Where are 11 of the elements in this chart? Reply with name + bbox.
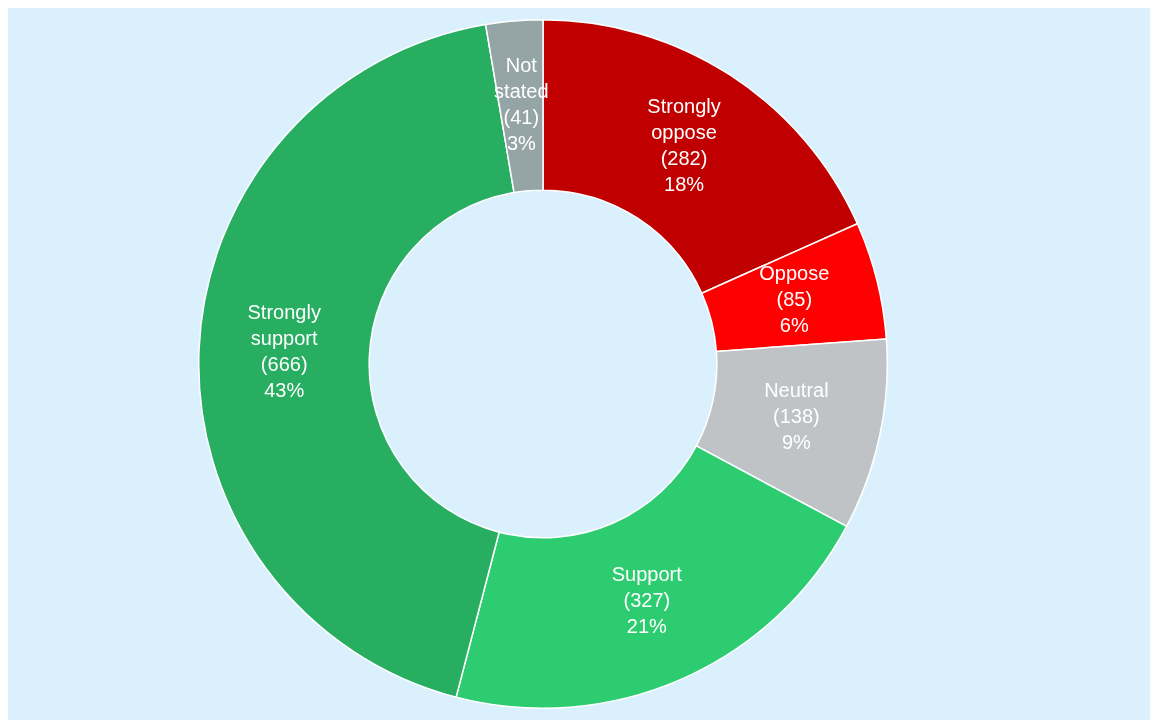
slice-label: Support [611, 562, 683, 585]
slice-label: Strongly support [247, 301, 321, 350]
data-label: (138) 9% [773, 405, 820, 454]
data-label: (41) 3% [503, 106, 540, 155]
data-label: (282) 18% [660, 147, 708, 196]
slice-label: Oppose [759, 262, 830, 285]
data-label: (327) 21% [623, 588, 671, 637]
slice-label: Strongly oppose [647, 95, 721, 144]
data-label: (85) 6% [776, 288, 813, 337]
data-label: (666) 43% [260, 353, 308, 402]
slice-label: Neutral [764, 379, 829, 402]
